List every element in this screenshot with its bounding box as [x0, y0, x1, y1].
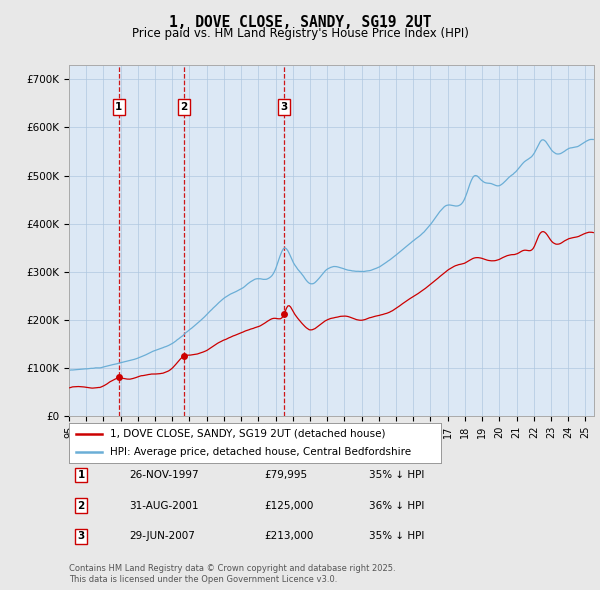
Text: 35% ↓ HPI: 35% ↓ HPI [369, 470, 424, 480]
Text: This data is licensed under the Open Government Licence v3.0.: This data is licensed under the Open Gov… [69, 575, 337, 584]
Text: Price paid vs. HM Land Registry's House Price Index (HPI): Price paid vs. HM Land Registry's House … [131, 27, 469, 40]
Text: £79,995: £79,995 [264, 470, 307, 480]
Text: Contains HM Land Registry data © Crown copyright and database right 2025.: Contains HM Land Registry data © Crown c… [69, 565, 395, 573]
Text: 26-NOV-1997: 26-NOV-1997 [129, 470, 199, 480]
Text: 1, DOVE CLOSE, SANDY, SG19 2UT (detached house): 1, DOVE CLOSE, SANDY, SG19 2UT (detached… [110, 429, 385, 439]
Text: 1: 1 [115, 102, 122, 112]
Text: £213,000: £213,000 [264, 532, 313, 541]
Text: £125,000: £125,000 [264, 501, 313, 510]
Text: 36% ↓ HPI: 36% ↓ HPI [369, 501, 424, 510]
Text: HPI: Average price, detached house, Central Bedfordshire: HPI: Average price, detached house, Cent… [110, 447, 411, 457]
Text: 3: 3 [77, 532, 85, 541]
Text: 2: 2 [77, 501, 85, 510]
Text: 1, DOVE CLOSE, SANDY, SG19 2UT: 1, DOVE CLOSE, SANDY, SG19 2UT [169, 15, 431, 30]
Text: 29-JUN-2007: 29-JUN-2007 [129, 532, 195, 541]
Text: 3: 3 [281, 102, 288, 112]
Text: 1: 1 [77, 470, 85, 480]
Text: 2: 2 [180, 102, 187, 112]
Text: 35% ↓ HPI: 35% ↓ HPI [369, 532, 424, 541]
Text: 31-AUG-2001: 31-AUG-2001 [129, 501, 199, 510]
